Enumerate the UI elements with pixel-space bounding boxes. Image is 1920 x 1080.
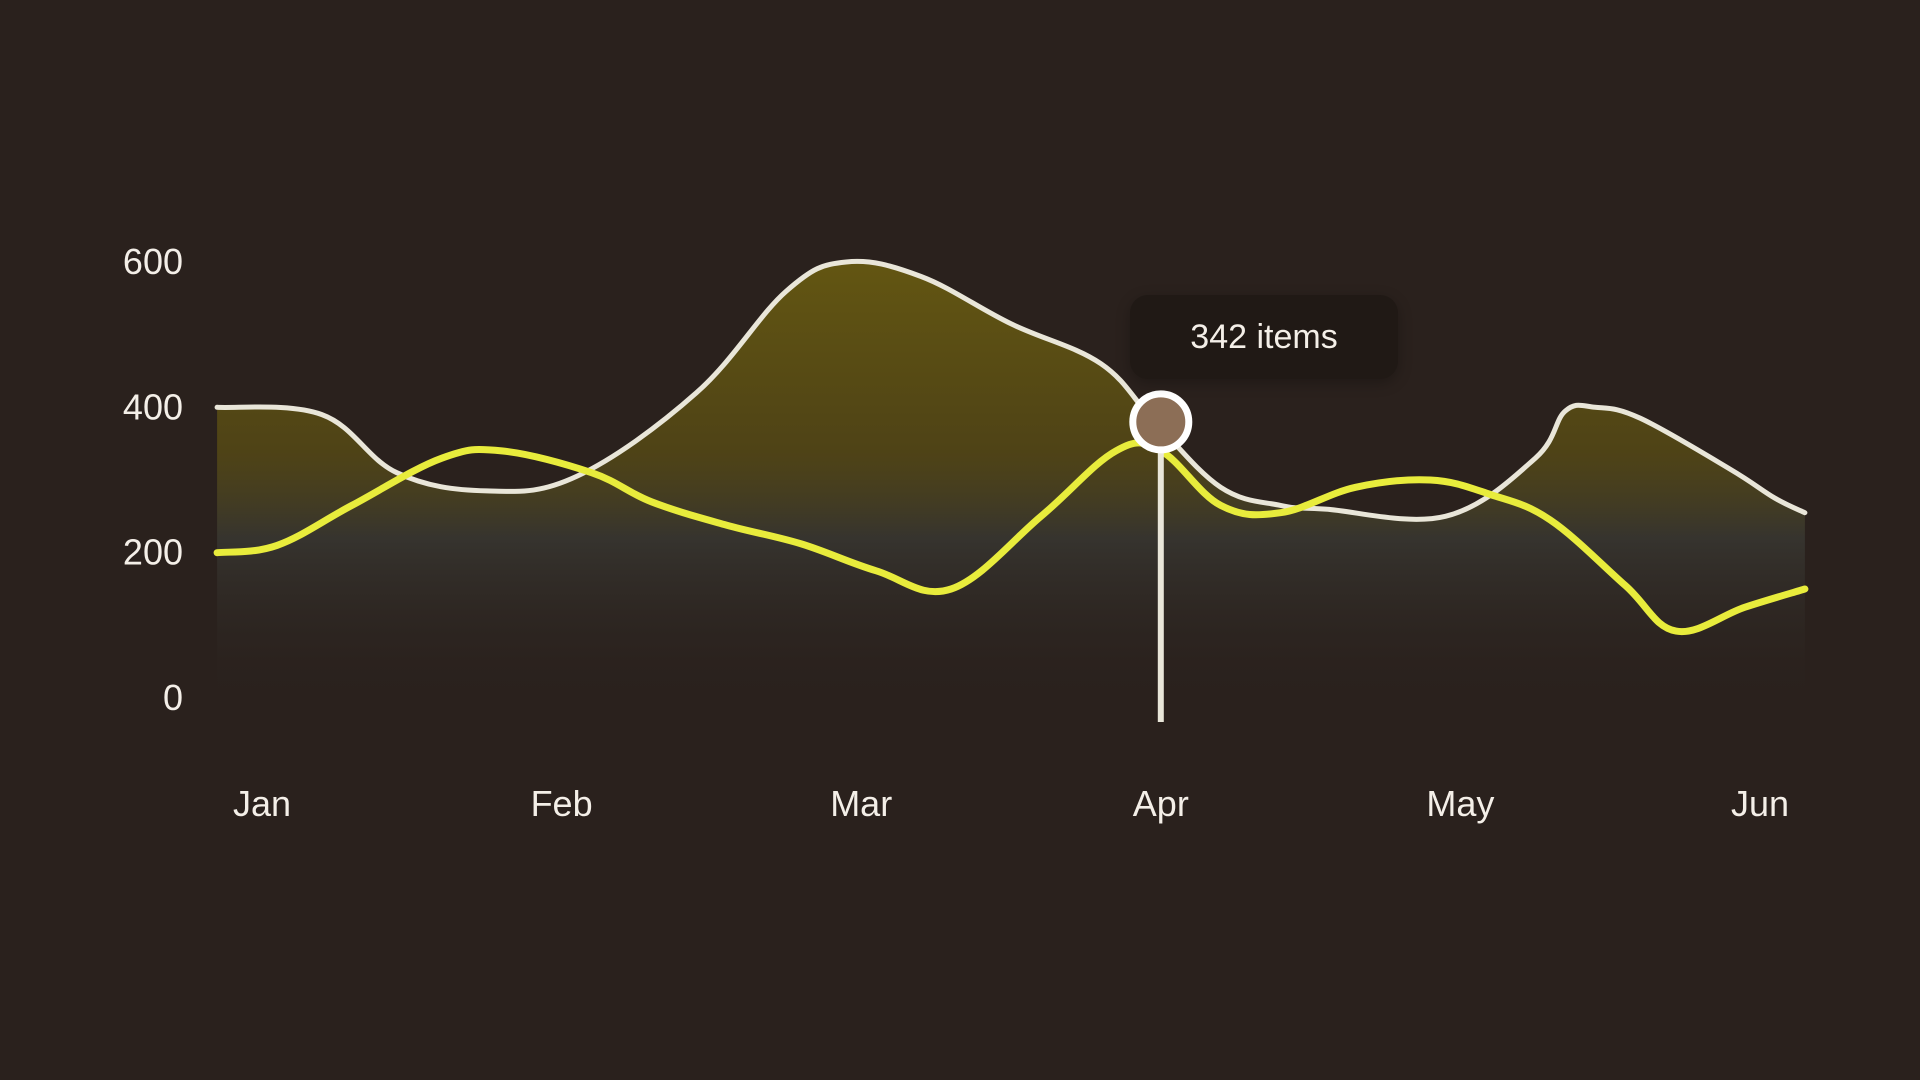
hover-point-marker[interactable] [1129,390,1193,454]
tooltip-label: 342 items [1130,295,1398,379]
series-white-area [217,261,1805,708]
x-tick-label: Jan [233,783,291,824]
y-tick-label: 0 [163,677,183,718]
series-yellow-line [213,439,1809,636]
x-tick-label: Mar [830,783,892,824]
y-tick-label: 400 [123,386,183,427]
y-tick-label: 200 [123,532,183,573]
x-tick-label: Jun [1731,783,1789,824]
x-tick-label: Apr [1133,783,1189,824]
x-tick-label: Feb [531,783,593,824]
y-tick-label: 600 [123,241,183,282]
x-tick-label: May [1426,783,1494,824]
series-white-line [214,258,1808,522]
